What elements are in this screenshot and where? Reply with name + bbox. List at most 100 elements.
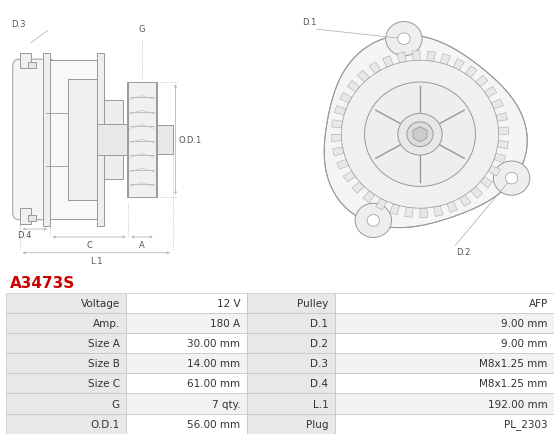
Polygon shape xyxy=(339,93,352,104)
Polygon shape xyxy=(332,120,343,128)
Bar xyxy=(6,413,127,434)
Text: Size B: Size B xyxy=(88,359,120,368)
Text: D.4: D.4 xyxy=(310,378,328,389)
Bar xyxy=(127,333,247,353)
Bar xyxy=(156,82,157,198)
Bar xyxy=(335,394,554,413)
Circle shape xyxy=(398,34,410,46)
Text: D.2: D.2 xyxy=(310,339,328,349)
Polygon shape xyxy=(334,106,346,116)
Text: O.D.1: O.D.1 xyxy=(91,419,120,429)
Bar xyxy=(127,394,247,413)
Text: O.D.1: O.D.1 xyxy=(179,136,202,145)
Polygon shape xyxy=(488,166,501,177)
Polygon shape xyxy=(332,135,342,142)
Bar xyxy=(247,333,335,353)
Bar xyxy=(247,293,335,314)
Polygon shape xyxy=(498,127,508,135)
Bar xyxy=(128,82,156,198)
Bar xyxy=(104,101,123,180)
Text: D.3: D.3 xyxy=(11,20,26,29)
Polygon shape xyxy=(440,54,450,66)
Polygon shape xyxy=(497,141,508,149)
Polygon shape xyxy=(390,204,400,215)
Text: 9.00 mm: 9.00 mm xyxy=(501,318,548,328)
Text: L.1: L.1 xyxy=(90,257,102,266)
Circle shape xyxy=(355,204,391,238)
Polygon shape xyxy=(376,199,387,210)
Text: AFP: AFP xyxy=(529,298,548,308)
Text: 9.00 mm: 9.00 mm xyxy=(501,339,548,349)
Polygon shape xyxy=(413,127,427,142)
Bar xyxy=(157,126,172,155)
Bar xyxy=(20,208,31,224)
Bar xyxy=(247,394,335,413)
Polygon shape xyxy=(433,206,443,217)
Circle shape xyxy=(367,215,380,227)
Text: 30.00 mm: 30.00 mm xyxy=(188,339,240,349)
Circle shape xyxy=(407,123,433,147)
Bar xyxy=(247,314,335,333)
Text: M8x1.25 mm: M8x1.25 mm xyxy=(479,359,548,368)
Bar xyxy=(6,394,127,413)
Text: Size C: Size C xyxy=(87,378,120,389)
Bar xyxy=(97,124,131,156)
Bar xyxy=(6,374,127,394)
Text: G: G xyxy=(139,25,145,35)
Circle shape xyxy=(398,114,442,156)
Text: Voltage: Voltage xyxy=(81,298,120,308)
Text: D.1: D.1 xyxy=(310,318,328,328)
Polygon shape xyxy=(475,76,488,88)
Text: 7 qty.: 7 qty. xyxy=(212,399,240,409)
Polygon shape xyxy=(352,182,365,194)
Text: 180 A: 180 A xyxy=(211,318,240,328)
Polygon shape xyxy=(369,63,381,74)
Bar xyxy=(127,82,128,198)
Bar xyxy=(6,353,127,374)
Polygon shape xyxy=(343,172,356,183)
Text: G: G xyxy=(111,399,120,409)
Text: D.2: D.2 xyxy=(456,247,471,257)
Polygon shape xyxy=(491,100,503,110)
Polygon shape xyxy=(382,57,393,68)
Polygon shape xyxy=(420,208,428,218)
Text: Size A: Size A xyxy=(88,339,120,349)
Circle shape xyxy=(493,162,530,196)
Polygon shape xyxy=(484,87,497,98)
Bar xyxy=(335,314,554,333)
Text: C: C xyxy=(86,241,92,250)
Bar xyxy=(127,413,247,434)
Text: 61.00 mm: 61.00 mm xyxy=(188,378,240,389)
Polygon shape xyxy=(465,67,477,78)
Text: PL_2303: PL_2303 xyxy=(504,418,548,429)
Bar xyxy=(335,374,554,394)
Polygon shape xyxy=(494,154,506,163)
Text: D.3: D.3 xyxy=(310,359,328,368)
Bar xyxy=(68,80,97,201)
Bar xyxy=(6,293,127,314)
Polygon shape xyxy=(496,113,507,122)
Bar xyxy=(247,353,335,374)
Text: L.1: L.1 xyxy=(312,399,328,409)
Bar xyxy=(247,374,335,394)
Polygon shape xyxy=(333,148,344,156)
Bar xyxy=(29,63,36,69)
Polygon shape xyxy=(470,187,483,199)
Bar xyxy=(247,413,335,434)
Polygon shape xyxy=(357,71,370,83)
Text: Plug: Plug xyxy=(306,419,328,429)
Bar xyxy=(20,53,31,69)
Text: D.1: D.1 xyxy=(302,18,317,27)
Circle shape xyxy=(365,83,475,187)
Text: 192.00 mm: 192.00 mm xyxy=(488,399,548,409)
Bar xyxy=(335,413,554,434)
Text: D.4: D.4 xyxy=(17,230,31,240)
Bar xyxy=(127,353,247,374)
Bar xyxy=(335,293,554,314)
Text: A: A xyxy=(139,241,145,250)
Text: 14.00 mm: 14.00 mm xyxy=(188,359,240,368)
Polygon shape xyxy=(412,52,420,61)
Bar xyxy=(335,353,554,374)
Text: A3473S: A3473S xyxy=(10,275,76,290)
Bar xyxy=(6,333,127,353)
